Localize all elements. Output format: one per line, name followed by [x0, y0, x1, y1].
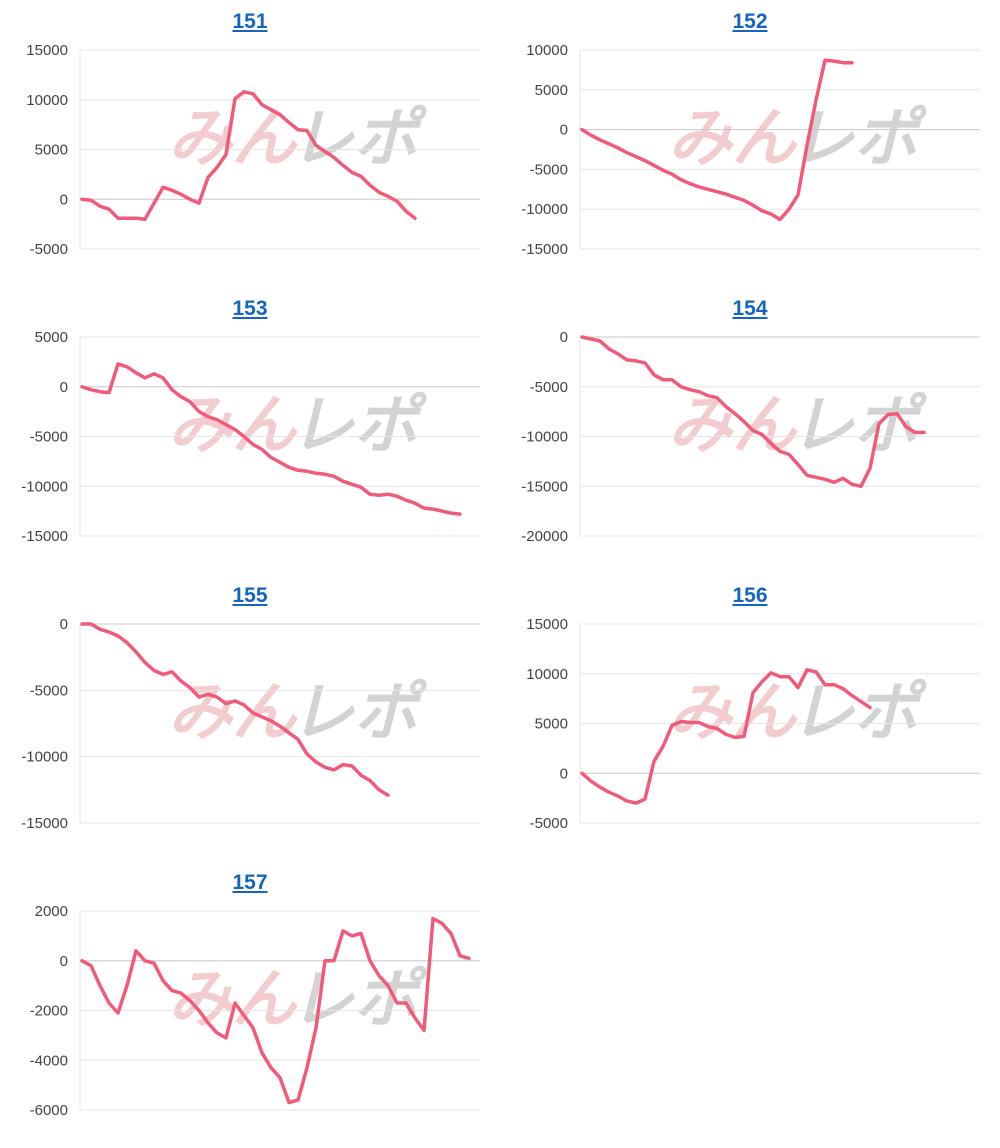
series-line — [580, 335, 926, 489]
y-tick-label: 0 — [60, 616, 68, 633]
chart-title-link[interactable]: 157 — [232, 871, 268, 894]
watermark-logo-part1: みん — [668, 676, 798, 750]
y-tick-label: 5000 — [535, 82, 568, 99]
y-tick-label: 10000 — [526, 42, 568, 59]
y-tick-label: 10000 — [526, 666, 568, 683]
chart-panel-153: みん レポ 5000 0 -5000 -10000 -15000 153 — [0, 287, 500, 574]
y-tick-label: -10000 — [521, 201, 568, 218]
chart-panel-155: みん レポ 0 -5000 -10000 -15000 155 — [0, 574, 500, 861]
series-line — [80, 916, 471, 1105]
y-tick-label: 0 — [560, 329, 568, 346]
series-line — [580, 668, 872, 805]
y-tick-label: 15000 — [26, 42, 68, 59]
y-tick-label: 5000 — [35, 142, 68, 159]
y-tick-label: 15000 — [526, 616, 568, 633]
y-tick-label: 0 — [60, 953, 68, 970]
y-tick-label: -2000 — [30, 1003, 68, 1020]
chart-title-link[interactable]: 156 — [732, 584, 768, 607]
y-tick-label: -10000 — [521, 429, 568, 446]
watermark-logo-part1: みん — [668, 389, 798, 463]
y-tick-label: -15000 — [521, 241, 568, 258]
chart-panel-156: みん レポ 15000 10000 5000 0 -5000 156 — [500, 574, 1000, 861]
y-tick-label: -10000 — [21, 749, 68, 766]
watermark-logo-part2: レポ — [790, 676, 928, 750]
y-tick-label: 5000 — [35, 329, 68, 346]
y-tick-label: -5000 — [530, 379, 568, 396]
y-tick-label: -5000 — [530, 161, 568, 178]
y-tick-label: -5000 — [30, 429, 68, 446]
y-tick-label: -10000 — [21, 478, 68, 495]
chart-title-link[interactable]: 153 — [232, 297, 268, 320]
watermark-logo-part2: レポ — [790, 102, 928, 176]
chart-title-link[interactable]: 155 — [232, 584, 268, 607]
series-line — [80, 362, 462, 516]
chart-panel-154: みん レポ 0 -5000 -10000 -15000 -20000 154 — [500, 287, 1000, 574]
y-tick-label: -5000 — [530, 815, 568, 832]
y-tick-label: -5000 — [30, 682, 68, 699]
y-tick-label: -15000 — [21, 815, 68, 832]
y-tick-label: 0 — [560, 765, 568, 782]
chart-title-link[interactable]: 154 — [732, 297, 768, 320]
chart-panel-157: みん レポ 2000 0 -2000 -4000 -6000 157 — [0, 861, 500, 1148]
watermark-logo-part1: みん — [668, 102, 798, 176]
y-tick-label: -15000 — [521, 478, 568, 495]
chart-panel-152: みん レポ 10000 5000 0 -5000 -10000 -15000 152 — [500, 0, 1000, 287]
chart-title-link[interactable]: 152 — [732, 10, 768, 33]
y-tick-label: -20000 — [521, 528, 568, 545]
y-tick-label: 0 — [60, 379, 68, 396]
y-tick-label: -4000 — [30, 1052, 68, 1069]
watermark-logo-part2: レポ — [290, 389, 428, 463]
chart-panel-151: みん レポ 15000 10000 5000 0 -5000 151 — [0, 0, 500, 287]
y-tick-label: -15000 — [21, 528, 68, 545]
y-tick-label: 2000 — [35, 903, 68, 920]
y-tick-label: 0 — [60, 191, 68, 208]
y-tick-label: -5000 — [30, 241, 68, 258]
series-line — [80, 622, 390, 797]
series-line — [80, 90, 417, 221]
y-tick-label: 0 — [560, 122, 568, 139]
chart-title-link[interactable]: 151 — [232, 10, 268, 33]
watermark-logo-part2: レポ — [290, 676, 428, 750]
watermark-logo-part2: レポ — [290, 963, 428, 1037]
y-tick-label: 10000 — [26, 92, 68, 109]
series-line — [580, 58, 854, 222]
y-tick-label: 5000 — [535, 716, 568, 733]
y-tick-label: -6000 — [30, 1102, 68, 1119]
